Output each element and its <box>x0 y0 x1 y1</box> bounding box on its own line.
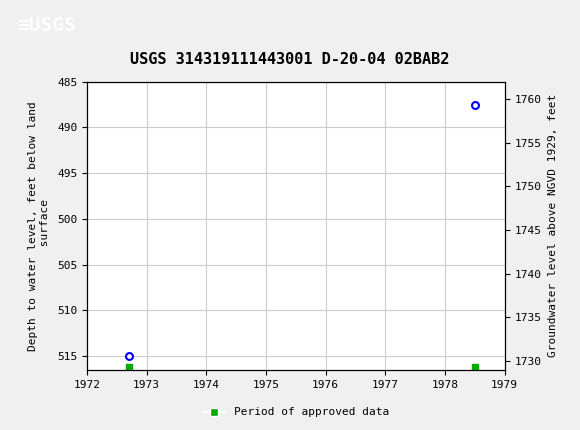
Text: USGS 314319111443001 D-20-04 02BAB2: USGS 314319111443001 D-20-04 02BAB2 <box>130 52 450 67</box>
Text: ≡USGS: ≡USGS <box>17 16 76 35</box>
Y-axis label: Groundwater level above NGVD 1929, feet: Groundwater level above NGVD 1929, feet <box>548 94 559 357</box>
Legend: Period of approved data: Period of approved data <box>198 403 393 422</box>
Y-axis label: Depth to water level, feet below land
 surface: Depth to water level, feet below land su… <box>28 101 50 350</box>
